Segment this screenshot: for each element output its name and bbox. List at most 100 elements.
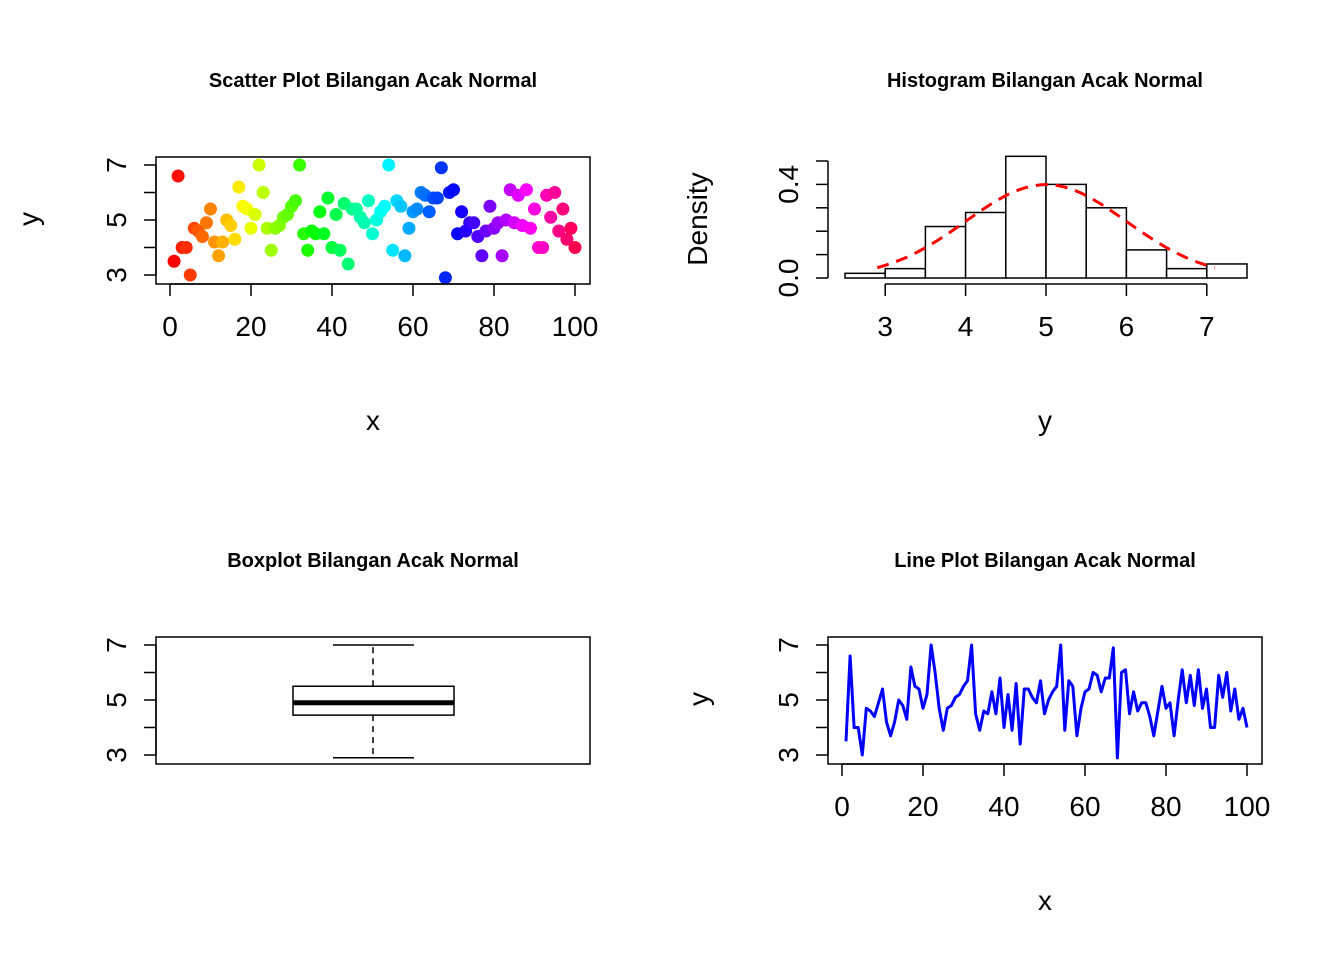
histogram-y-tick-label: 0.4 bbox=[773, 165, 804, 204]
histogram-bar bbox=[1045, 183, 1087, 279]
scatter-point bbox=[536, 241, 550, 254]
histogram-panel: Histogram Bilangan Acak Normal 3 4 5 6 7 0.0… bbox=[682, 70, 1248, 436]
scatter-point bbox=[333, 243, 347, 257]
scatter-point bbox=[552, 224, 566, 238]
scatter-point bbox=[548, 186, 562, 199]
scatter-point bbox=[410, 202, 424, 216]
scatter-point bbox=[179, 241, 193, 254]
histogram-bar bbox=[1165, 267, 1208, 279]
scatter-point bbox=[398, 249, 412, 263]
scatter-point bbox=[382, 158, 396, 172]
scatter-point bbox=[199, 216, 213, 230]
boxplot-y-tick-label: 7 bbox=[101, 637, 132, 653]
scatter-point bbox=[434, 161, 448, 175]
scatter-point bbox=[171, 169, 185, 183]
scatter-point bbox=[321, 191, 335, 205]
scatter-point bbox=[244, 221, 258, 235]
scatter-panel: Scatter Plot Bilangan Acak Normal 0 20 40 6… bbox=[13, 70, 598, 436]
lineplot-y-tick-label: 3 bbox=[773, 747, 804, 763]
scatter-point bbox=[183, 268, 197, 282]
scatter-point bbox=[224, 219, 238, 232]
lineplot-x-tick-label: 20 bbox=[907, 791, 938, 822]
scatter-point bbox=[422, 205, 436, 219]
scatter-y-axis: 3 5 7 bbox=[101, 157, 157, 283]
scatter-point bbox=[256, 186, 270, 199]
scatter-point bbox=[329, 208, 343, 221]
scatter-point bbox=[212, 249, 226, 263]
histogram-x-tick-label: 4 bbox=[958, 311, 974, 342]
lineplot-y-axis: 3 5 7 bbox=[773, 637, 829, 763]
scatter-point bbox=[483, 199, 497, 213]
lineplot-x-tick-label: 40 bbox=[988, 791, 1019, 822]
histogram-title: Histogram Bilangan Acak Normal bbox=[887, 70, 1203, 92]
scatter-x-tick-label: 80 bbox=[478, 311, 509, 342]
histogram-x-tick-label: 7 bbox=[1199, 311, 1215, 342]
scatter-y-label: y bbox=[13, 212, 44, 226]
scatter-point bbox=[467, 216, 481, 230]
histogram-bar bbox=[1005, 155, 1047, 279]
scatter-point bbox=[357, 216, 371, 230]
scatter-point bbox=[293, 158, 307, 172]
scatter-point bbox=[228, 232, 242, 246]
scatter-point bbox=[564, 221, 578, 235]
scatter-point bbox=[264, 243, 278, 257]
lineplot-plot-frame bbox=[827, 636, 1263, 765]
histogram-bars bbox=[844, 155, 1248, 279]
scatter-point bbox=[204, 202, 217, 216]
scatter-y-tick-label: 5 bbox=[101, 212, 132, 228]
scatter-point bbox=[366, 227, 379, 241]
histogram-y-axis: 0.0 0.4 bbox=[773, 160, 829, 298]
scatter-point bbox=[195, 230, 209, 243]
scatter-x-tick-label: 0 bbox=[162, 311, 178, 342]
scatter-x-label: x bbox=[366, 405, 380, 436]
scatter-point bbox=[475, 249, 489, 263]
histogram-bar bbox=[884, 267, 927, 279]
scatter-x-tick-label: 40 bbox=[316, 311, 347, 342]
scatter-point bbox=[528, 202, 541, 216]
scatter-x-axis: 0 20 40 60 80 100 bbox=[162, 283, 599, 342]
scatter-point bbox=[313, 205, 327, 219]
lineplot-panel: Line Plot Bilangan Acak Normal 0 20 40 60 80… bbox=[683, 550, 1270, 916]
scatter-point bbox=[519, 183, 533, 197]
lineplot-x-tick-label: 100 bbox=[1224, 791, 1271, 822]
scatter-point bbox=[560, 232, 574, 246]
lineplot-x-tick-label: 80 bbox=[1150, 791, 1181, 822]
histogram-y-tick-label: 0.0 bbox=[773, 259, 804, 298]
scatter-point bbox=[430, 191, 444, 205]
boxplot-y-tick-label: 5 bbox=[101, 692, 132, 708]
lineplot-title: Line Plot Bilangan Acak Normal bbox=[894, 550, 1196, 572]
scatter-point bbox=[248, 208, 262, 221]
scatter-point bbox=[523, 221, 537, 235]
lineplot-y-tick-label: 7 bbox=[773, 637, 804, 653]
scatter-y-tick-label: 7 bbox=[101, 157, 132, 173]
scatter-title: Scatter Plot Bilangan Acak Normal bbox=[209, 70, 537, 92]
histogram-bar bbox=[964, 211, 1007, 279]
histogram-density-curve bbox=[876, 183, 1216, 270]
boxplot-y-axis: 3 5 7 bbox=[101, 637, 157, 763]
scatter-x-tick-label: 100 bbox=[552, 311, 599, 342]
histogram-x-tick-label: 6 bbox=[1119, 311, 1135, 342]
scatter-point bbox=[386, 243, 400, 257]
histogram-bar bbox=[1125, 249, 1168, 279]
scatter-point bbox=[167, 254, 181, 268]
boxplot-box bbox=[292, 644, 455, 759]
histogram-x-axis: 3 4 5 6 7 bbox=[877, 283, 1215, 342]
scatter-point bbox=[341, 257, 355, 271]
histogram-bar bbox=[844, 272, 886, 279]
histogram-bar bbox=[1206, 263, 1248, 279]
scatter-point bbox=[252, 158, 266, 172]
scatter-point bbox=[495, 249, 509, 263]
lineplot-x-tick-label: 0 bbox=[834, 791, 850, 822]
lineplot-y-label: y bbox=[683, 692, 714, 706]
scatter-point bbox=[232, 180, 246, 194]
scatter-point bbox=[402, 221, 416, 235]
scatter-x-tick-label: 20 bbox=[235, 311, 266, 342]
scatter-point bbox=[556, 202, 570, 216]
histogram-bar bbox=[924, 225, 967, 279]
boxplot-panel: Boxplot Bilangan Acak Normal 3 5 7 bbox=[101, 550, 591, 765]
histogram-x-tick-label: 3 bbox=[877, 311, 893, 342]
boxplot-title: Boxplot Bilangan Acak Normal bbox=[227, 550, 519, 572]
lineplot-x-label: x bbox=[1038, 885, 1052, 916]
scatter-point bbox=[216, 235, 230, 249]
